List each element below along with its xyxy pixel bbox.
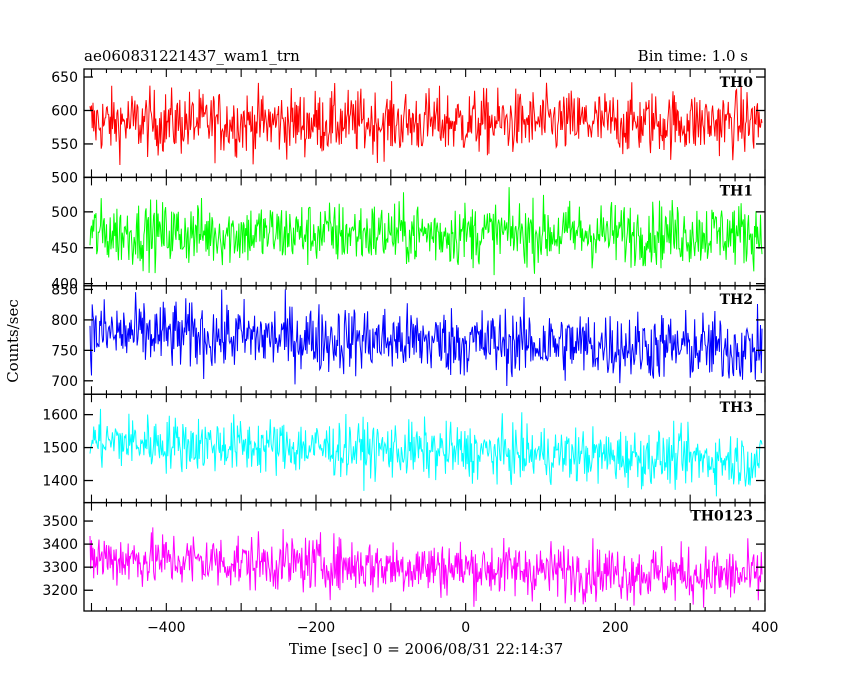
- y-tick-label: 3400: [42, 537, 78, 553]
- series-line-th3: [89, 408, 763, 497]
- y-tick-label: 500: [51, 170, 78, 186]
- x-tick-label: −200: [297, 620, 335, 636]
- y-tick-label: 400: [51, 277, 78, 293]
- y-tick-label: 550: [51, 137, 78, 153]
- x-tick-label: −400: [147, 620, 185, 636]
- y-tick-label: 3200: [42, 583, 78, 599]
- y-tick-label: 700: [51, 374, 78, 390]
- y-tick-label: 850: [51, 282, 78, 298]
- panel-label-th0123: TH0123: [690, 509, 753, 525]
- y-tick-label: 650: [51, 70, 78, 86]
- panel-label-th1: TH1: [720, 183, 753, 199]
- panel-frame-th0123: [83, 501, 766, 612]
- y-tick-label: 1400: [42, 474, 78, 490]
- panel-label-th0: TH0: [720, 75, 754, 91]
- panel-label-th3: TH3: [720, 400, 753, 416]
- series-line-th1: [89, 187, 763, 276]
- y-tick-label: 750: [51, 343, 78, 359]
- y-tick-label: 600: [51, 103, 78, 119]
- x-axis-label: Time [sec] 0 = 2006/08/31 22:14:37: [289, 640, 563, 658]
- y-tick-label: 3500: [42, 514, 78, 530]
- y-tick-label: 800: [51, 313, 78, 329]
- series-line-th2: [89, 289, 763, 387]
- y-tick-label: 500: [51, 205, 78, 221]
- bin-time-label: Bin time: 1.0 s: [638, 47, 748, 65]
- y-tick-label: 450: [51, 241, 78, 257]
- y-tick-label: 1500: [42, 441, 78, 457]
- panels-group: 500 550 600 650 TH0 400 450 500 TH1 700 750 800 850 T…: [42, 68, 779, 636]
- x-tick-label: 400: [752, 620, 779, 636]
- y-tick-label: 3300: [42, 560, 78, 576]
- y-tick-label: 1600: [42, 408, 78, 424]
- panel-label-th2: TH2: [720, 292, 753, 308]
- series-line-th0123: [89, 527, 763, 608]
- series-line-th0: [89, 81, 763, 166]
- plot-title: ae060831221437_wam1_trn: [84, 47, 300, 65]
- x-tick-label: 0: [461, 620, 470, 636]
- y-axis-label: Counts/sec: [4, 299, 22, 383]
- x-tick-label: 200: [602, 620, 629, 636]
